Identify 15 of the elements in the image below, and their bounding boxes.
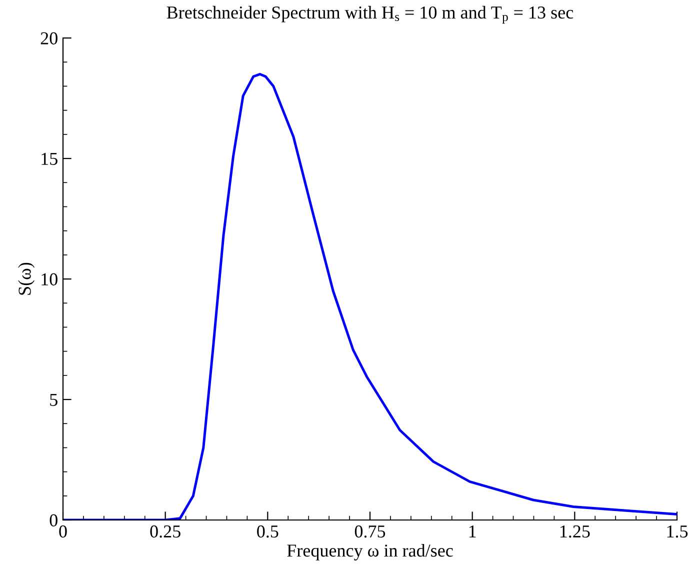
y-tick-label: 20 [40,32,58,44]
x-axis-title: Frequency ω in rad/sec [287,544,453,560]
chart-title: Bretschneider Spectrum with H$_{s}$ = 10 m and T$_{p}$ = 13 sec [166,6,574,24]
x-tick-label: 1.5 [667,525,688,538]
y-tick-label: 10 [42,273,58,286]
y-tick-label: 0 [50,514,58,526]
x-tick-label: 1 [469,525,476,538]
x-tick-label: 1.25 [560,525,590,538]
y-tick-label: 15 [42,152,58,165]
x-tick-label: 0.25 [150,525,180,538]
y-tick-label: 5 [50,394,58,406]
x-tick-label: 0 [59,525,67,538]
x-tick-label: 0.75 [354,525,386,538]
y-axis-title: S(ω) [18,262,35,295]
x-tick-label: 0.5 [257,525,278,538]
